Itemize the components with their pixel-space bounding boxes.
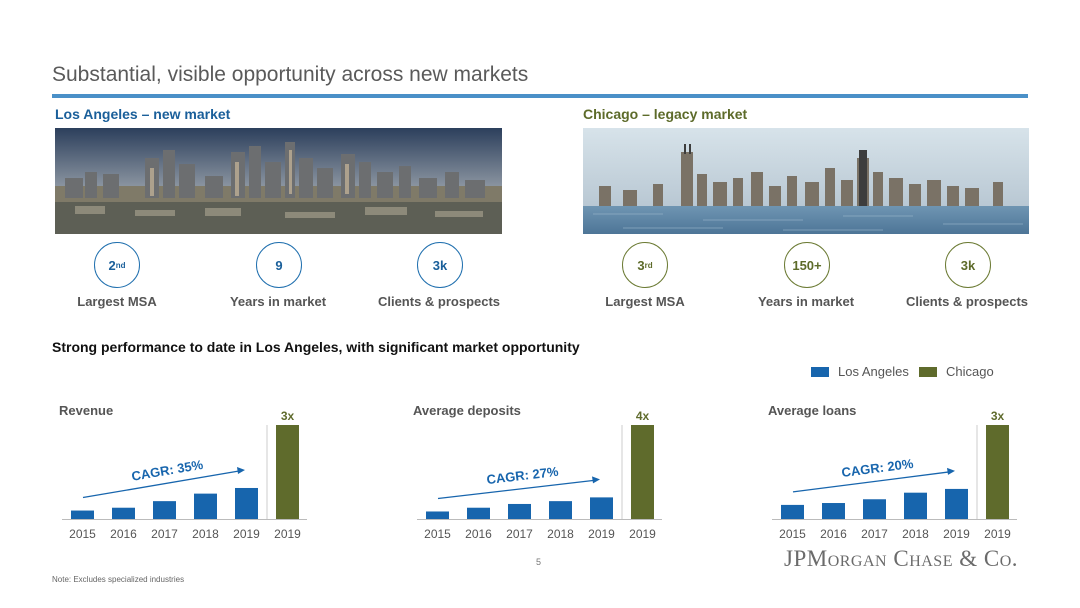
jpmorgan-chase-logo: JPMorgan Chase & Co.	[784, 546, 1019, 571]
performance-subheading: Strong performance to date in Los Angele…	[52, 339, 580, 355]
chicago-years-value: 150+	[792, 257, 822, 273]
x-tick-label: 2018	[192, 527, 219, 541]
la-clients-value: 3k	[432, 257, 448, 273]
x-tick-label: 2019	[943, 527, 970, 541]
cagr-trend-arrow	[82, 470, 240, 499]
x-tick-label: 2016	[820, 527, 847, 541]
legend-los-angeles-label: Los Angeles	[838, 364, 909, 379]
bar-los-angeles-2017	[863, 499, 886, 519]
deposits-chart: 2015 2016 2017 2018 2019 4x 2019 CAGR: 27%	[417, 410, 662, 541]
x-tick-label: 2016	[110, 527, 137, 541]
x-tick-label: 2015	[424, 527, 451, 541]
x-tick-label: 2017	[506, 527, 533, 541]
la-clients-label: Clients & prospects	[377, 294, 501, 309]
bar-los-angeles-2016	[467, 507, 490, 519]
x-tick-label: 2016	[465, 527, 492, 541]
x-tick-label: 2018	[547, 527, 574, 541]
revenue-chart: 2015 2016 2017 2018 2019 3x 2019 CAGR: 35%	[62, 410, 307, 541]
bar-los-angeles-2018	[904, 492, 927, 519]
chicago-msa-rank-label: Largest MSA	[605, 294, 685, 309]
loans-chart: 2015 2016 2017 2018 2019 3x 2019 CAGR: 20%	[772, 410, 1017, 541]
footnote: Note: Excludes specialized industries	[52, 575, 185, 584]
chicago-clients-circle: 3k	[945, 242, 991, 288]
bar-los-angeles-2019	[590, 497, 613, 519]
page-number: 5	[536, 557, 542, 567]
cagr-label: CAGR: 20%	[841, 456, 915, 480]
loans-chart-title: Average loans	[768, 403, 857, 418]
chicago-multiple-label: 3x	[991, 410, 1005, 423]
bar-los-angeles-2018	[194, 493, 217, 519]
chicago-skyline-photo	[583, 128, 1029, 234]
bar-los-angeles-2015	[426, 511, 449, 519]
x-tick-label: 2017	[861, 527, 888, 541]
chicago-multiple-label: 3x	[281, 410, 295, 423]
x-tick-label: 2015	[69, 527, 96, 541]
cagr-trend-arrow	[792, 471, 950, 493]
x-tick-label: 2019	[629, 527, 656, 541]
bar-chicago-2019	[631, 425, 654, 519]
x-tick-label: 2015	[779, 527, 806, 541]
la-clients-circle: 3k	[417, 242, 463, 288]
chicago-years-label: Years in market	[757, 294, 855, 309]
bar-los-angeles-2016	[112, 507, 135, 519]
chicago-section-heading: Chicago – legacy market	[583, 106, 748, 122]
bar-los-angeles-2017	[508, 503, 531, 519]
chicago-multiple-label: 4x	[636, 410, 650, 423]
bar-los-angeles-2016	[822, 503, 845, 519]
x-tick-label: 2018	[902, 527, 929, 541]
cagr-arrowhead	[237, 466, 245, 474]
cagr-label: CAGR: 35%	[130, 457, 204, 484]
x-tick-label: 2017	[151, 527, 178, 541]
la-years-circle: 9	[256, 242, 302, 288]
la-years-label: Years in market	[229, 294, 327, 309]
title-underline	[52, 94, 1028, 98]
x-tick-label: 2019	[588, 527, 615, 541]
legend-chicago-swatch	[919, 367, 937, 377]
bar-los-angeles-2018	[549, 501, 572, 519]
cagr-label: CAGR: 27%	[486, 464, 560, 487]
bar-los-angeles-2017	[153, 501, 176, 519]
la-msa-rank-label: Largest MSA	[77, 294, 157, 309]
bar-los-angeles-2015	[781, 504, 804, 519]
chicago-years-circle: 150+	[784, 242, 830, 288]
legend-chicago-label: Chicago	[946, 364, 994, 379]
chicago-clients-label: Clients & prospects	[905, 294, 1029, 309]
revenue-chart-title: Revenue	[59, 403, 114, 418]
la-msa-rank-value: 2	[108, 257, 116, 273]
bar-los-angeles-2019	[945, 488, 968, 519]
cagr-trend-arrow	[437, 479, 595, 500]
bar-los-angeles-2019	[235, 487, 258, 519]
la-section-heading: Los Angeles – new market	[55, 106, 231, 122]
x-tick-label: 2019	[984, 527, 1011, 541]
x-tick-label: 2019	[233, 527, 260, 541]
cagr-arrowhead	[592, 476, 600, 484]
bar-chicago-2019	[986, 425, 1009, 519]
chicago-msa-rank-value: 3	[637, 257, 645, 273]
bar-los-angeles-2015	[71, 510, 94, 519]
legend-los-angeles-swatch	[811, 367, 829, 377]
cagr-arrowhead	[947, 467, 955, 475]
la-years-value: 9	[275, 257, 283, 273]
x-tick-label: 2019	[274, 527, 301, 541]
page-title: Substantial, visible opportunity across …	[52, 63, 529, 86]
deposits-chart-title: Average deposits	[413, 403, 521, 418]
bar-chicago-2019	[276, 425, 299, 519]
los-angeles-skyline-photo	[55, 128, 502, 234]
chicago-msa-rank-suffix: rd	[644, 260, 653, 270]
chicago-clients-value: 3k	[960, 257, 976, 273]
la-msa-rank-suffix: nd	[115, 260, 126, 270]
